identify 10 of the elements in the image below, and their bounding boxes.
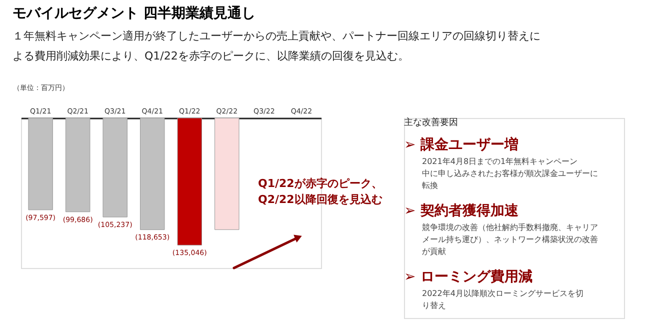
text: 2022年4月以降順次ローミングサービスを切り替え <box>422 289 584 310</box>
chart-title: モバイルセグメント 四半期業績見通し <box>12 4 256 22</box>
text: ➢ 契約者獲得加速 <box>404 203 520 219</box>
text: 2021年4月8日までの1年無料キャンペーン中に申し込みされたお客様が順次課金ユーザーに転換 <box>422 157 598 190</box>
chart-subtitle: １年無料キャンペーン適用が終了したユーザーからの売上貢献や、パートナー回線エリアの回線切り替えによる費用削減効果により、Q1/22を赤字のピークに、以降業績の回復を見込む。 <box>12 30 540 62</box>
text: 競争環境の改善（他社解約手数料撤廃、キャリアメール持ち運び）、ネットワーク構築状況の改善が貢献 <box>422 223 598 256</box>
annotation: Q1/22が赤字のピーク、 Q2/22以降回復を見込む <box>258 177 382 206</box>
text: ➢ 課金ユーザー増 <box>404 136 519 153</box>
text: 主な改善要因 <box>404 117 458 128</box>
text: ➢ ローミング費用減 <box>404 269 533 285</box>
